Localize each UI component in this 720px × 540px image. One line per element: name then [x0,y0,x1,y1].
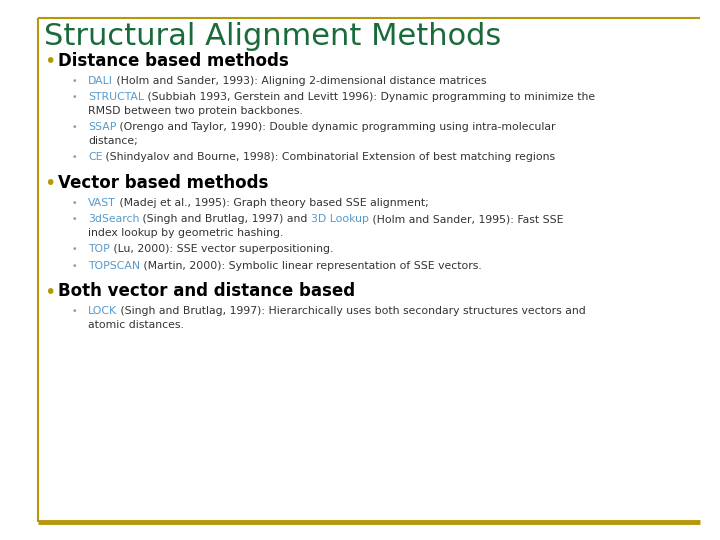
Text: 3D Lookup: 3D Lookup [311,214,369,225]
Text: 3dSearch: 3dSearch [88,214,140,225]
Text: (Shindyalov and Bourne, 1998): Combinatorial Extension of best matching regions: (Shindyalov and Bourne, 1998): Combinato… [102,152,556,163]
Text: •: • [72,153,78,163]
Text: •: • [72,77,78,86]
Text: Both vector and distance based: Both vector and distance based [58,282,355,300]
Text: •: • [72,124,78,132]
Text: TOP: TOP [88,245,109,254]
Text: (Singh and Brutlag, 1997) and: (Singh and Brutlag, 1997) and [140,214,311,225]
Text: index lookup by geometric hashing.: index lookup by geometric hashing. [88,228,284,238]
Text: LOCK: LOCK [88,307,117,316]
Text: STRUCTAL: STRUCTAL [88,92,144,103]
Text: (Holm and Sander, 1995): Fast SSE: (Holm and Sander, 1995): Fast SSE [369,214,564,225]
Text: Distance based methods: Distance based methods [58,52,289,70]
Text: (Madej et al., 1995): Graph theory based SSE alignment;: (Madej et al., 1995): Graph theory based… [116,198,428,208]
Text: •: • [72,93,78,103]
Text: VAST: VAST [88,198,116,208]
Text: (Singh and Brutlag, 1997): Hierarchically uses both secondary structures vectors: (Singh and Brutlag, 1997): Hierarchicall… [117,307,586,316]
Text: Vector based methods: Vector based methods [58,174,269,192]
Text: (Martin, 2000): Symbolic linear representation of SSE vectors.: (Martin, 2000): Symbolic linear represen… [140,261,482,271]
Text: TOPSCAN: TOPSCAN [88,261,140,271]
Text: (Lu, 2000): SSE vector superpositioning.: (Lu, 2000): SSE vector superpositioning. [109,245,333,254]
Text: •: • [44,174,55,193]
Text: Structural Alignment Methods: Structural Alignment Methods [44,22,501,51]
Text: DALI: DALI [88,76,113,86]
Text: •: • [44,52,55,71]
Text: •: • [72,307,78,316]
Text: distance;: distance; [88,136,138,146]
Text: SSAP: SSAP [88,123,117,132]
Text: (Orengo and Taylor, 1990): Double dynamic programming using intra-molecular: (Orengo and Taylor, 1990): Double dynami… [117,123,556,132]
Text: •: • [44,282,55,301]
Text: •: • [72,246,78,254]
Text: atomic distances.: atomic distances. [88,320,184,330]
Text: •: • [72,262,78,271]
Text: (Holm and Sander, 1993): Aligning 2-dimensional distance matrices: (Holm and Sander, 1993): Aligning 2-dime… [113,76,487,86]
Text: RMSD between two protein backbones.: RMSD between two protein backbones. [88,106,303,116]
Text: CE: CE [88,152,102,163]
Text: •: • [72,199,78,208]
Text: •: • [72,215,78,225]
Text: (Subbiah 1993, Gerstein and Levitt 1996): Dynamic programming to minimize the: (Subbiah 1993, Gerstein and Levitt 1996)… [144,92,595,103]
